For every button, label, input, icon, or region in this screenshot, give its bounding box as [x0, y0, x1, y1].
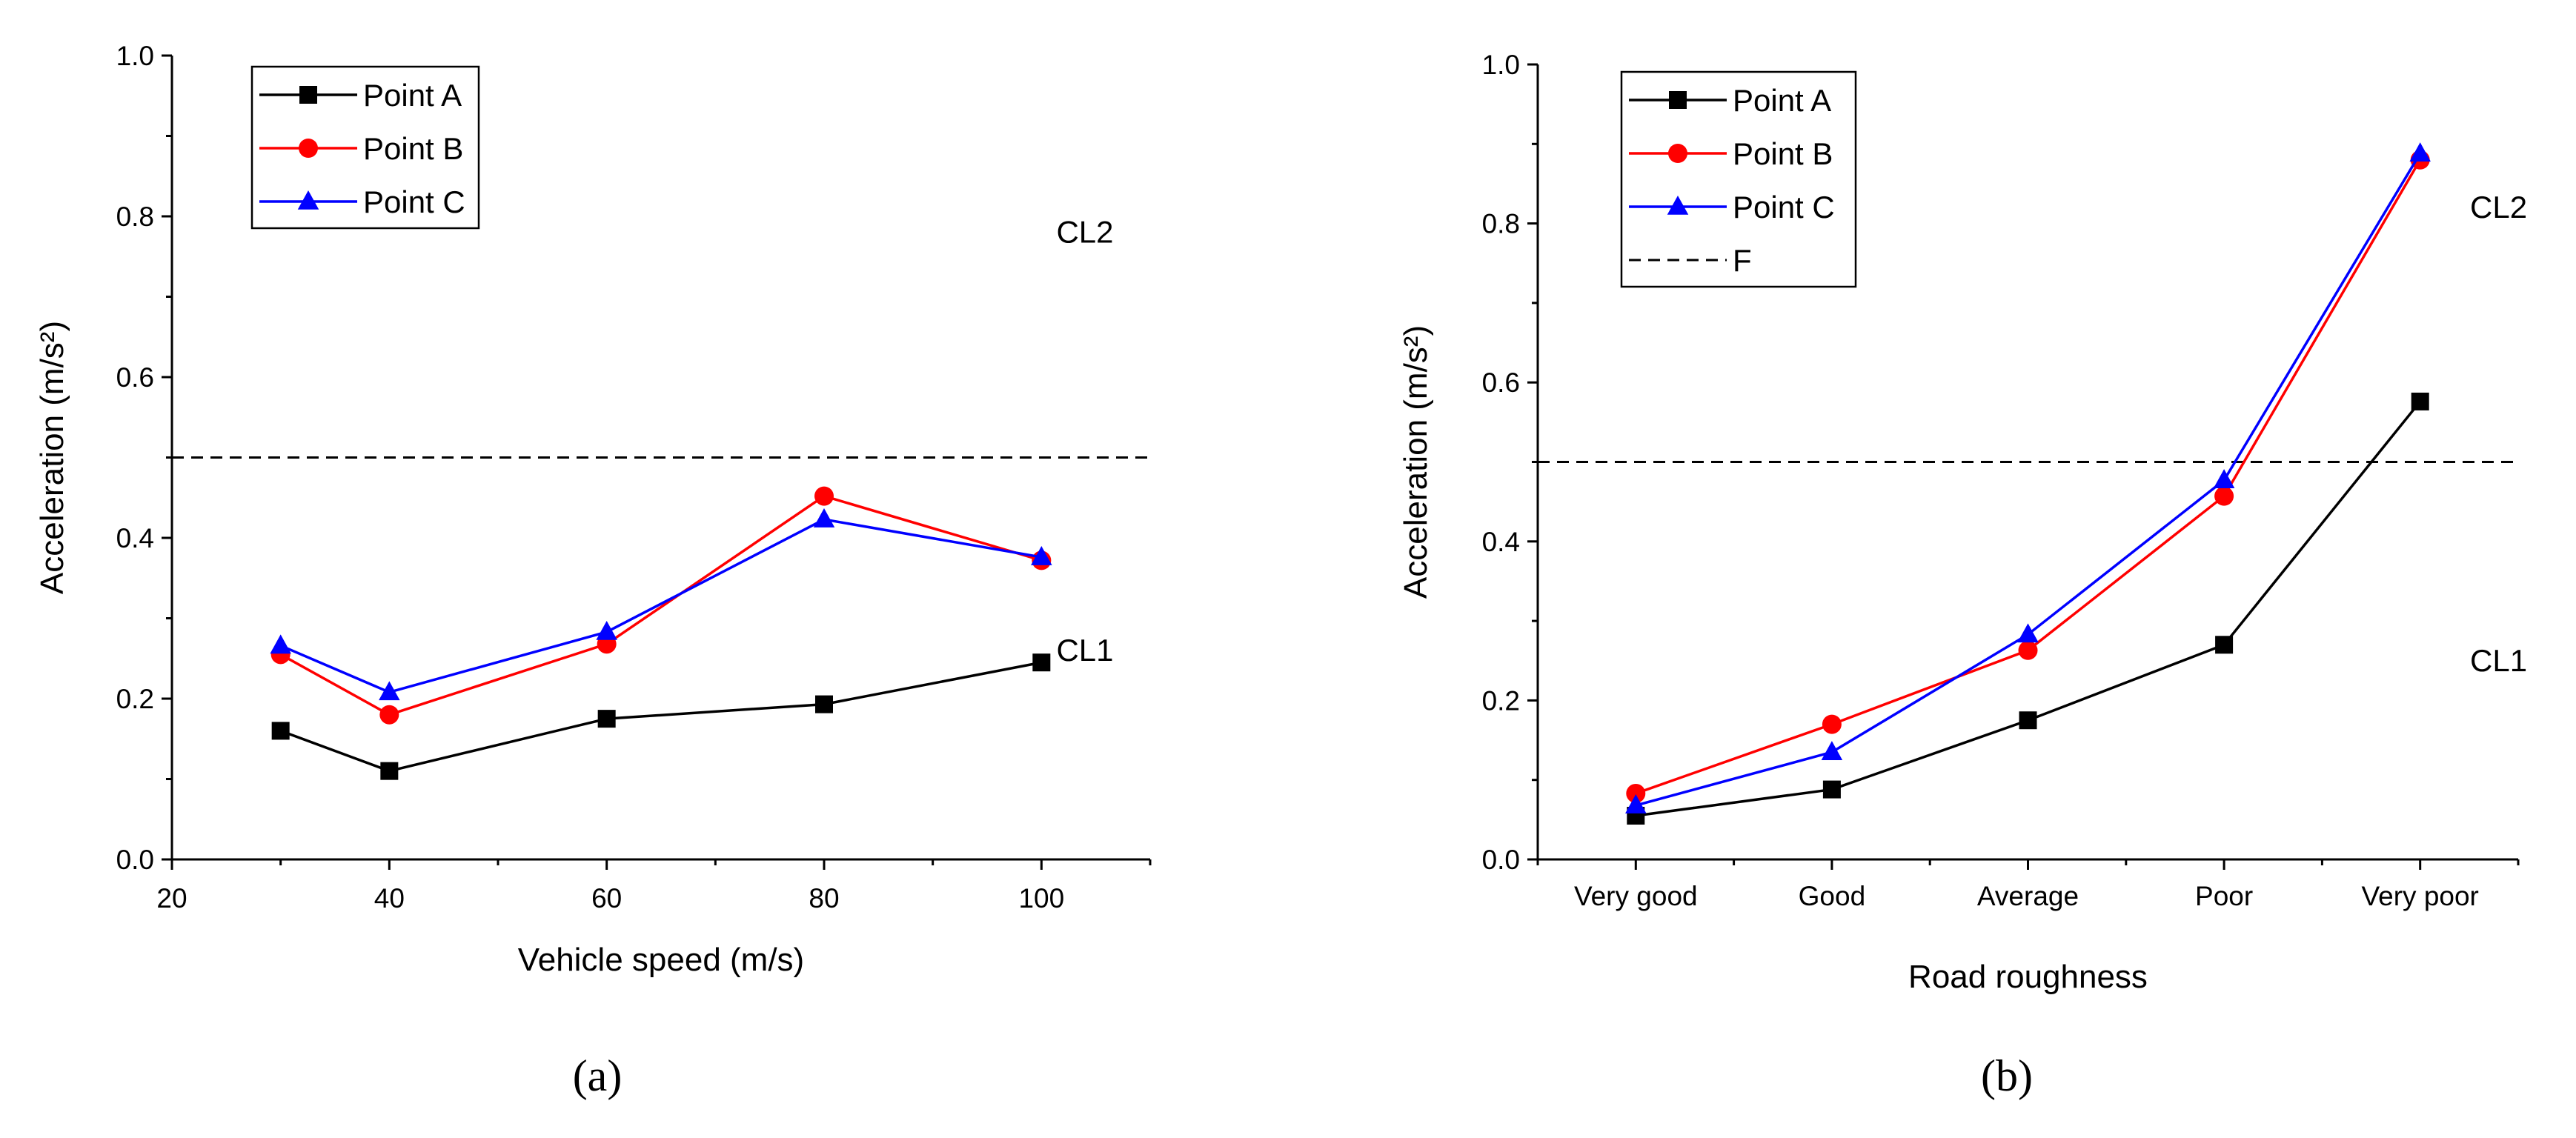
data-point-point-c	[2409, 142, 2431, 162]
data-point-point-b	[2214, 486, 2234, 506]
legend-label-point-b: Point B	[1733, 136, 1833, 171]
y-tick-label: 0.0	[116, 845, 154, 875]
legend-box	[1620, 70, 1857, 288]
data-point-point-a	[2019, 711, 2037, 730]
legend-label-point-c: Point C	[363, 184, 465, 219]
chart-panel-b: 0.0 0.2 0.4 0.6 0.8 1.0 Very good Good Average Po…	[1398, 50, 2527, 1100]
data-point-point-a	[380, 762, 399, 780]
data-point-point-c	[1031, 546, 1052, 565]
x-tick-label: Very poor	[2362, 881, 2479, 911]
y-tick-label: 0.2	[116, 684, 154, 714]
series-point-b	[1626, 150, 2430, 803]
x-tick-label: Good	[1799, 881, 1866, 911]
data-point-point-a	[271, 722, 290, 740]
x-tick-label: 60	[591, 883, 622, 914]
y-tick-label: 1.0	[116, 41, 154, 71]
data-point-point-c	[813, 508, 835, 528]
legend-marker-point-b	[1668, 144, 1687, 163]
series-point-a	[271, 653, 1051, 780]
data-point-point-c	[596, 620, 617, 640]
y-tick-label: 0.4	[1482, 527, 1520, 557]
x-tick-label: 80	[809, 883, 839, 914]
x-tick-label: 40	[374, 883, 405, 914]
data-point-point-b	[379, 705, 399, 725]
legend-label-point-a: Point A	[1733, 83, 1831, 118]
series-point-c	[270, 508, 1052, 701]
x-tick-label: 20	[156, 883, 187, 914]
data-point-point-b	[2018, 640, 2038, 660]
data-point-point-a	[2215, 636, 2234, 654]
series-point-a	[1627, 392, 2429, 825]
y-tick-label: 0.2	[1482, 685, 1520, 716]
y-tick-label: 0.6	[1482, 367, 1520, 398]
y-ticks: 0.0 0.2 0.4 0.6 0.8 1.0	[1482, 50, 1538, 875]
panel-caption: (b)	[1981, 1051, 2033, 1100]
y-tick-label: 0.0	[1482, 845, 1520, 875]
y-axis-label: Acceleration (m/s²)	[1398, 325, 1434, 599]
data-point-point-b	[1822, 714, 1842, 734]
annotation-cl2: CL2	[2470, 190, 2527, 224]
x-tick-label: Poor	[2195, 881, 2253, 911]
data-point-point-a	[2411, 392, 2429, 410]
legend-marker-point-a	[299, 86, 317, 104]
data-point-point-a	[597, 710, 616, 728]
annotation-cl2: CL2	[1056, 215, 1113, 250]
series-line-point-a	[1636, 400, 2422, 817]
chart-panel-a: 0.0 0.2 0.4 0.6 0.8 1.0 20 40 60 80 100 Vehicle spe…	[34, 41, 1152, 1100]
data-point-point-c	[2213, 469, 2235, 488]
legend-label-point-a: Point A	[363, 78, 462, 113]
x-ticks: Very good Good Average Poor Very poor	[1536, 859, 2520, 911]
legend: Point A Point B Point C	[250, 65, 480, 230]
data-point-point-b	[1626, 783, 1646, 803]
y-ticks: 0.0 0.2 0.4 0.6 0.8 1.0	[116, 41, 172, 875]
y-tick-label: 0.6	[116, 362, 154, 393]
x-axis-label: Road roughness	[1908, 959, 2148, 995]
annotation-cl1: CL1	[2470, 643, 2527, 678]
data-point-point-a	[815, 695, 833, 713]
legend-label-point-c: Point C	[1733, 190, 1835, 224]
y-tick-label: 0.4	[116, 523, 154, 553]
legend: Point A Point B Point C F	[1620, 70, 1857, 288]
x-axis-label: Vehicle speed (m/s)	[518, 942, 804, 978]
data-point-point-a	[1822, 780, 1841, 799]
x-tick-label: 100	[1018, 883, 1064, 914]
y-tick-label: 0.8	[1482, 209, 1520, 239]
legend-marker-point-a	[1669, 91, 1687, 109]
legend-marker-point-c	[1667, 196, 1689, 215]
data-point-point-c	[1821, 741, 1843, 760]
legend-label-threshold: F	[1733, 243, 1752, 278]
data-point-point-c	[2017, 623, 2039, 643]
data-point-point-c	[270, 634, 291, 654]
annotation-cl1: CL1	[1056, 633, 1113, 668]
series-line-point-b	[279, 494, 1042, 716]
panel-caption: (a)	[573, 1051, 623, 1100]
y-tick-label: 1.0	[1482, 50, 1520, 80]
legend-marker-point-c	[297, 190, 319, 210]
data-point-point-b	[814, 486, 834, 506]
x-tick-label: Average	[1977, 881, 2079, 911]
series-point-c	[1625, 142, 2431, 813]
y-tick-label: 0.8	[116, 202, 154, 232]
data-point-point-a	[1032, 653, 1051, 672]
data-point-point-c	[1625, 794, 1647, 813]
x-tick-label: Very good	[1574, 881, 1698, 911]
data-point-point-c	[379, 681, 400, 701]
x-ticks: 20 40 60 80 100	[156, 859, 1152, 914]
y-axis-label: Acceleration (m/s²)	[34, 321, 70, 594]
legend-label-point-b: Point B	[363, 131, 463, 166]
legend-marker-point-b	[299, 139, 318, 158]
